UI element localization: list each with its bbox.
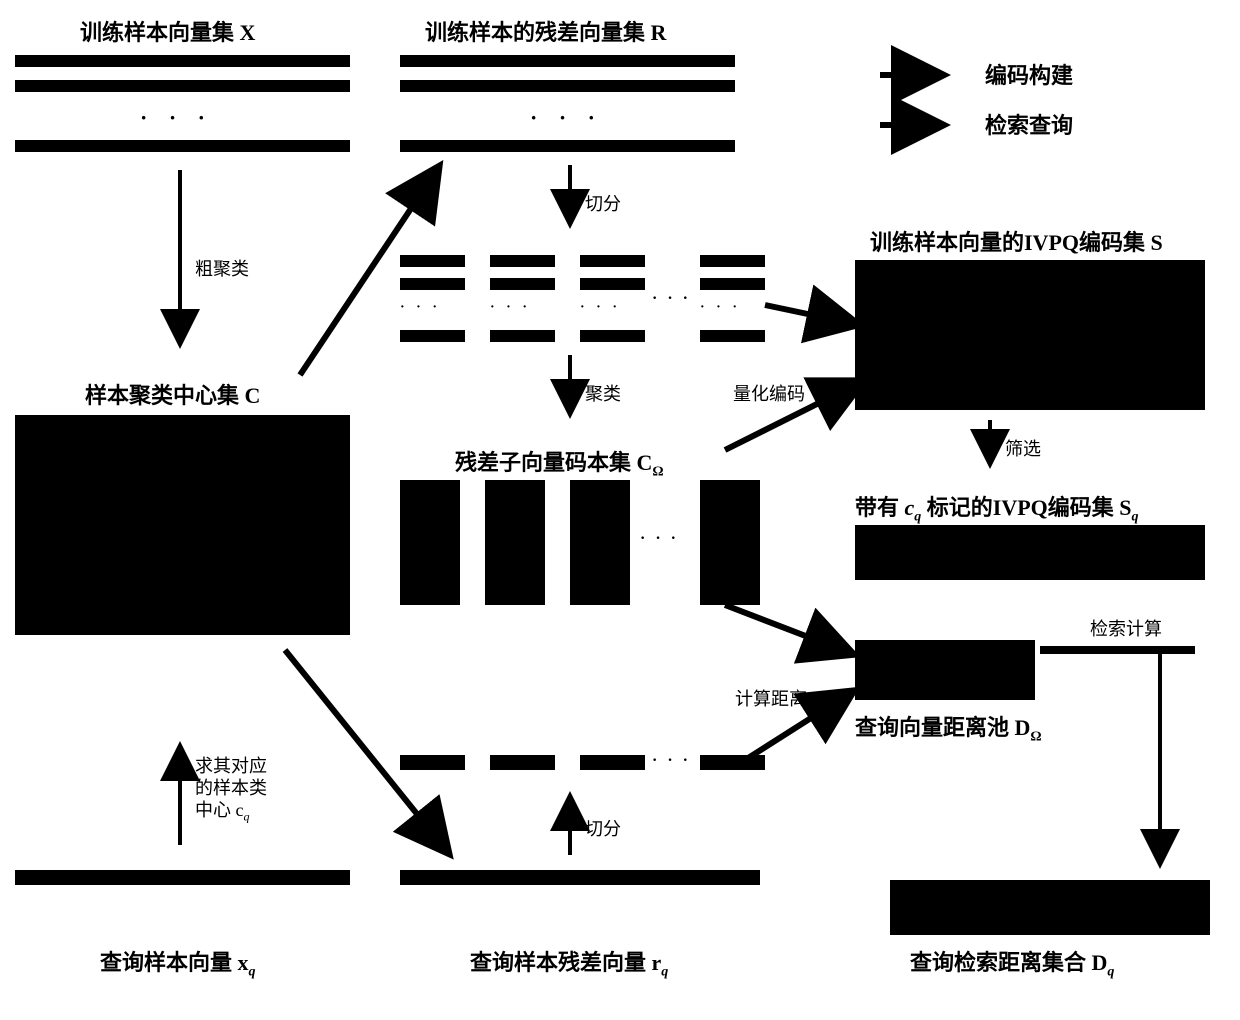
r-bar-1	[400, 55, 735, 67]
label-DOmega: 查询向量距离池 DΩ	[855, 710, 1042, 745]
coarse-cluster-label: 粗聚类	[195, 255, 249, 281]
sub-g4-b2	[700, 278, 765, 290]
split1-label: 切分	[585, 190, 621, 216]
sub-g2-b1	[490, 255, 555, 267]
sub-g3-b1	[580, 255, 645, 267]
label-R: 训练样本的残差向量集 R	[425, 15, 666, 47]
rq-split-3	[580, 755, 645, 770]
r-dots: · · ·	[530, 105, 603, 131]
sub-g1-b1	[400, 255, 465, 267]
label-xq: 查询样本向量 xq	[100, 945, 256, 980]
arrow-coarse-cluster	[165, 170, 195, 360]
filter-label: 筛选	[1005, 435, 1041, 461]
sub-mid-dots: · · ·	[652, 290, 691, 308]
sub-g1-dots: · · ·	[400, 300, 441, 316]
r-bar-2	[400, 80, 735, 92]
label-Dq: 查询检索距离集合 Dq	[910, 945, 1114, 980]
split2-label: 切分	[585, 815, 621, 841]
legend-arrow-query	[880, 115, 960, 135]
label-C: 样本聚类中心集 C	[85, 378, 260, 410]
sub-g4-b3	[700, 330, 765, 342]
arrow-C-to-R	[295, 150, 465, 390]
x-bar-2	[15, 80, 350, 92]
codebook-3	[570, 480, 630, 605]
arrow-cluster	[555, 355, 585, 430]
arrow-find-center	[165, 735, 195, 850]
sub-g3-dots: · · ·	[580, 300, 621, 316]
codebook-dots: · · ·	[640, 530, 679, 548]
label-Sq: 带有 cq 标记的IVPQ编码集 Sq	[855, 490, 1139, 525]
arrow-search-calc	[1040, 640, 1220, 880]
block-Sq	[855, 525, 1205, 580]
label-rq: 查询样本残差向量 rq	[470, 945, 668, 980]
rq-split-2	[490, 755, 555, 770]
codebook-2	[485, 480, 545, 605]
codebook-1	[400, 480, 460, 605]
block-Dq	[890, 880, 1210, 935]
search-calc-label: 检索计算	[1090, 615, 1162, 641]
sub-g2-dots: · · ·	[490, 300, 531, 316]
arrow-C-to-rq	[275, 640, 475, 880]
block-C	[15, 415, 350, 635]
quant-encode-label: 量化编码	[733, 380, 805, 406]
legend-query-label: 检索查询	[985, 108, 1073, 140]
sub-g4-b1	[700, 255, 765, 267]
sub-g4-dots: · · ·	[700, 300, 741, 316]
block-S	[855, 260, 1205, 410]
codebook-4	[700, 480, 760, 605]
rq-split-dots: · · ·	[652, 752, 691, 770]
label-X: 训练样本向量集 X	[80, 15, 255, 47]
find-center-label: 求其对应 的样本类 中心 cq	[195, 755, 267, 828]
legend-build-label: 编码构建	[985, 58, 1073, 90]
sub-g2-b2	[490, 278, 555, 290]
rq-bar	[400, 870, 760, 885]
x-bar-1	[15, 55, 350, 67]
arrow-filter	[975, 420, 1005, 480]
sub-g3-b3	[580, 330, 645, 342]
xq-bar	[15, 870, 350, 885]
legend-arrow-build	[880, 65, 960, 85]
sub-g3-b2	[580, 278, 645, 290]
cluster-label: 聚类	[585, 380, 621, 406]
arrow-calc-dist-1	[720, 600, 870, 670]
rq-split-4	[700, 755, 765, 770]
block-DOmega	[855, 640, 1035, 700]
sub-g2-b3	[490, 330, 555, 342]
sub-g1-b3	[400, 330, 465, 342]
calc-dist-label: 计算距离	[735, 685, 807, 711]
label-COmega: 残差子向量码本集 CΩ	[455, 445, 664, 480]
sub-g1-b2	[400, 278, 465, 290]
label-S: 训练样本向量的IVPQ编码集 S	[870, 225, 1163, 257]
arrow-split1	[555, 165, 585, 240]
x-dots: · · ·	[140, 105, 213, 131]
arrow-split2	[555, 785, 585, 860]
